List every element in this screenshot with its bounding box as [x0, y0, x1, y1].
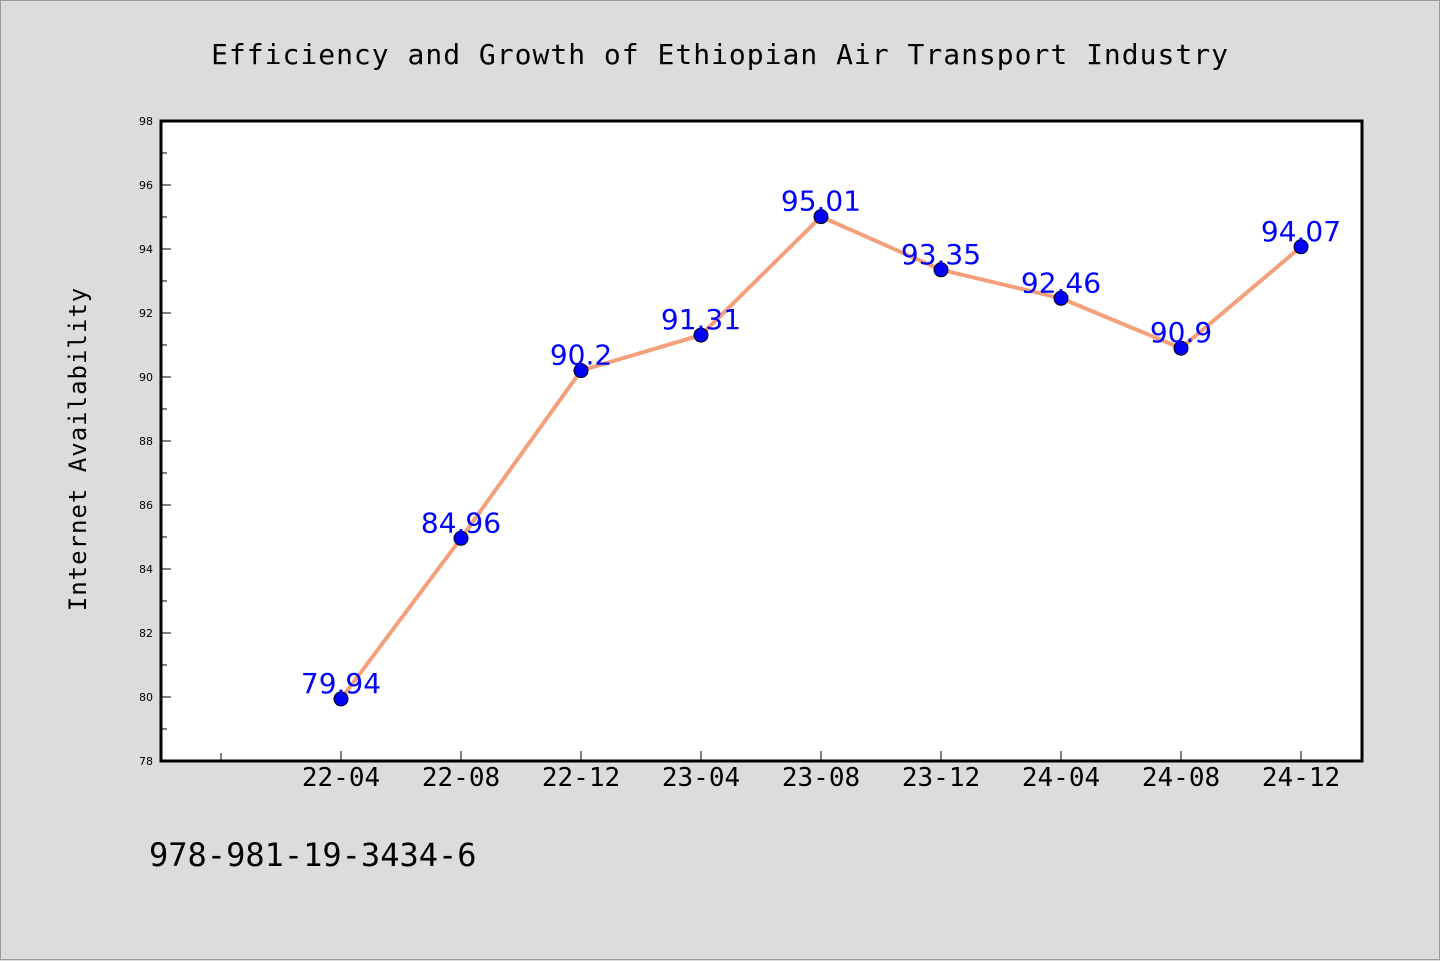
data-label: 91.31 — [661, 303, 741, 336]
x-tick-label: 22-04 — [302, 763, 380, 793]
data-label: 92.46 — [1021, 266, 1101, 299]
y-tick-label: 84 — [139, 563, 153, 576]
data-point — [933, 262, 949, 278]
y-tick-label: 98 — [139, 115, 153, 128]
isbn-text: 978-981-19-3434-6 — [149, 836, 477, 874]
x-tick-label: 24-04 — [1022, 763, 1100, 793]
y-tick-label: 94 — [139, 243, 153, 256]
y-tick-label: 90 — [139, 371, 153, 384]
x-tick-label: 24-08 — [1142, 763, 1220, 793]
y-tick-label: 88 — [139, 435, 153, 448]
data-label: 90.9 — [1150, 316, 1212, 349]
data-label: 79.94 — [301, 667, 381, 700]
data-label: 90.2 — [550, 339, 612, 372]
data-point — [573, 363, 589, 379]
data-label: 93.35 — [901, 238, 981, 271]
y-axis: 78 80 82 84 86 88 90 92 94 96 98 — [139, 115, 171, 768]
y-tick-label: 96 — [139, 179, 153, 192]
y-tick-label: 82 — [139, 627, 153, 640]
y-tick-label: 92 — [139, 307, 153, 320]
data-label: 95.01 — [781, 185, 861, 218]
x-tick-label: 23-08 — [782, 763, 860, 793]
x-tick-label: 23-04 — [662, 763, 740, 793]
chart-title: Efficiency and Growth of Ethiopian Air T… — [211, 38, 1229, 71]
y-tick-label: 78 — [139, 755, 153, 768]
x-tick-label: 22-08 — [422, 763, 500, 793]
data-point — [1293, 239, 1309, 255]
data-label: 84.96 — [421, 506, 501, 539]
data-point — [453, 530, 469, 546]
plot-area — [159, 119, 1364, 763]
y-axis-label: Internet Availability — [64, 287, 92, 611]
data-markers — [333, 209, 1309, 707]
data-point — [1173, 340, 1189, 356]
x-tick-label: 23-12 — [902, 763, 980, 793]
y-tick-label: 80 — [139, 691, 153, 704]
y-tick-label: 86 — [139, 499, 153, 512]
x-tick-label: 22-12 — [542, 763, 620, 793]
data-point — [1053, 290, 1069, 306]
data-point — [693, 327, 709, 343]
data-labels: 79.94 84.96 90.2 91.31 95.01 93.35 92.46 90.9 94… — [301, 185, 1341, 700]
data-point — [333, 691, 349, 707]
data-label: 94.07 — [1261, 215, 1341, 248]
data-point — [813, 209, 829, 225]
x-tick-label: 24-12 — [1262, 763, 1340, 793]
x-axis: 22-04 22-08 22-12 23-04 23-08 23-12 24-04 24-08… — [220, 751, 1340, 793]
